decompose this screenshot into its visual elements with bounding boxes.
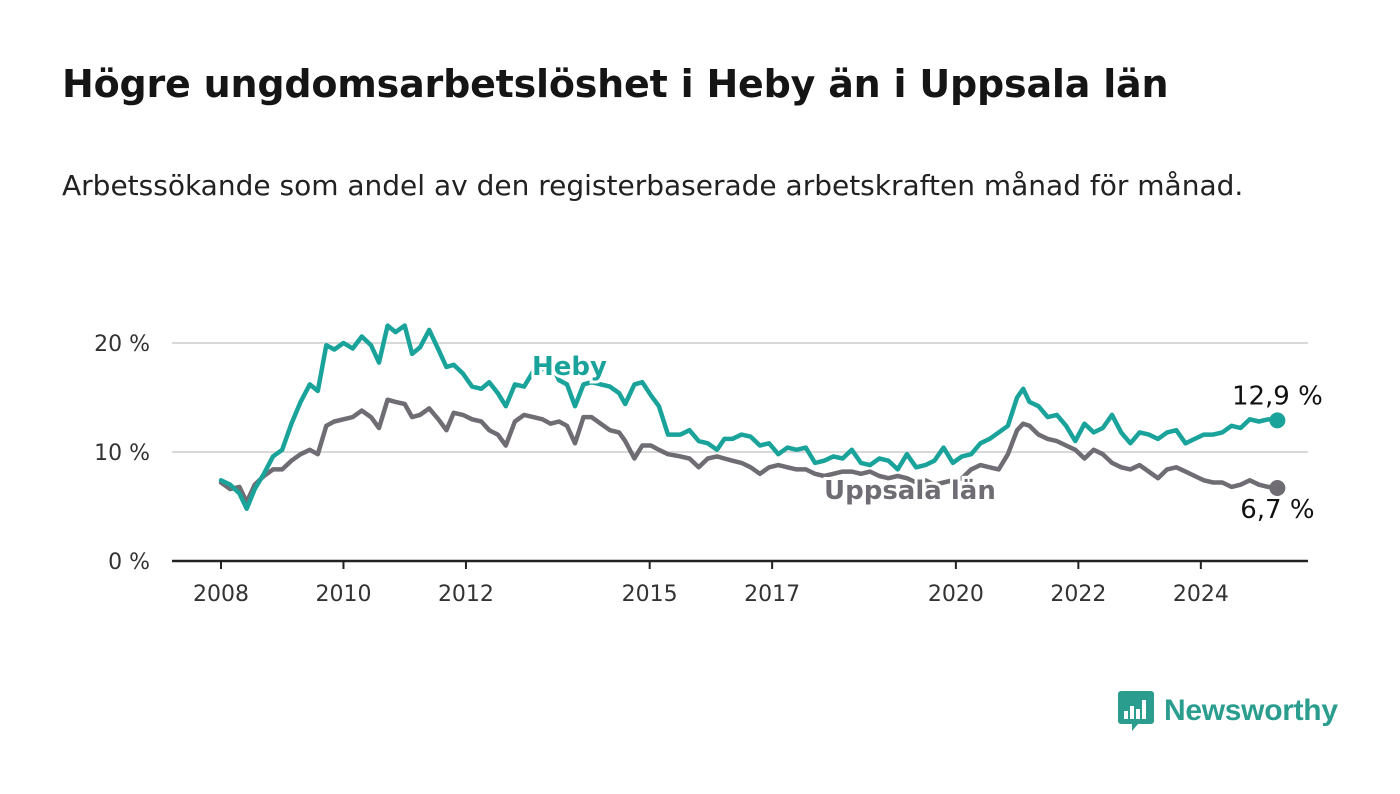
x-tick-label: 2008	[193, 582, 249, 607]
y-tick-label: 10 %	[94, 441, 150, 466]
line-chart: 0 % 10 % 20 % 2008 2010 2012 2015 2017 2020 2022…	[94, 323, 1326, 607]
x-tick-label: 2015	[622, 582, 678, 607]
gridlines	[172, 342, 1308, 563]
x-tick-label: 2017	[744, 582, 800, 607]
y-axis-ticks: 0 % 10 % 20 %	[94, 332, 150, 575]
chart-title: Högre ungdomsarbetslöshet i Heby än i Up…	[62, 62, 1169, 106]
series-labels: Heby Uppsala län 12,9 % 6,7 %	[529, 349, 1326, 528]
newsworthy-brand: Newsworthy	[1118, 689, 1338, 733]
newsworthy-logo-icon	[1118, 691, 1154, 731]
end-value-heby: 12,9 %	[1232, 381, 1323, 411]
series-label-heby: Heby	[532, 352, 607, 382]
x-axis-ticks: 2008 2010 2012 2015 2017 2020 2022 2024	[193, 561, 1229, 607]
x-tick-label: 2010	[315, 582, 371, 607]
series-lines	[218, 323, 1286, 511]
end-value-uppsala-lan: 6,7 %	[1240, 495, 1314, 525]
y-tick-label: 20 %	[94, 332, 150, 357]
chart-subtitle: Arbetssökande som andel av den registerb…	[62, 169, 1244, 202]
brand-name: Newsworthy	[1164, 694, 1338, 727]
y-tick-label: 0 %	[108, 550, 150, 575]
series-end-point	[1269, 412, 1286, 429]
series-label-uppsala-lan: Uppsala län	[824, 476, 996, 506]
x-tick-label: 2022	[1050, 582, 1106, 607]
x-tick-label: 2020	[928, 582, 984, 607]
series-line-heby	[218, 323, 1280, 511]
series-line-uppsala-lan	[218, 397, 1280, 505]
x-tick-label: 2024	[1173, 582, 1229, 607]
x-tick-label: 2012	[438, 582, 494, 607]
series-end-point	[1269, 479, 1286, 496]
